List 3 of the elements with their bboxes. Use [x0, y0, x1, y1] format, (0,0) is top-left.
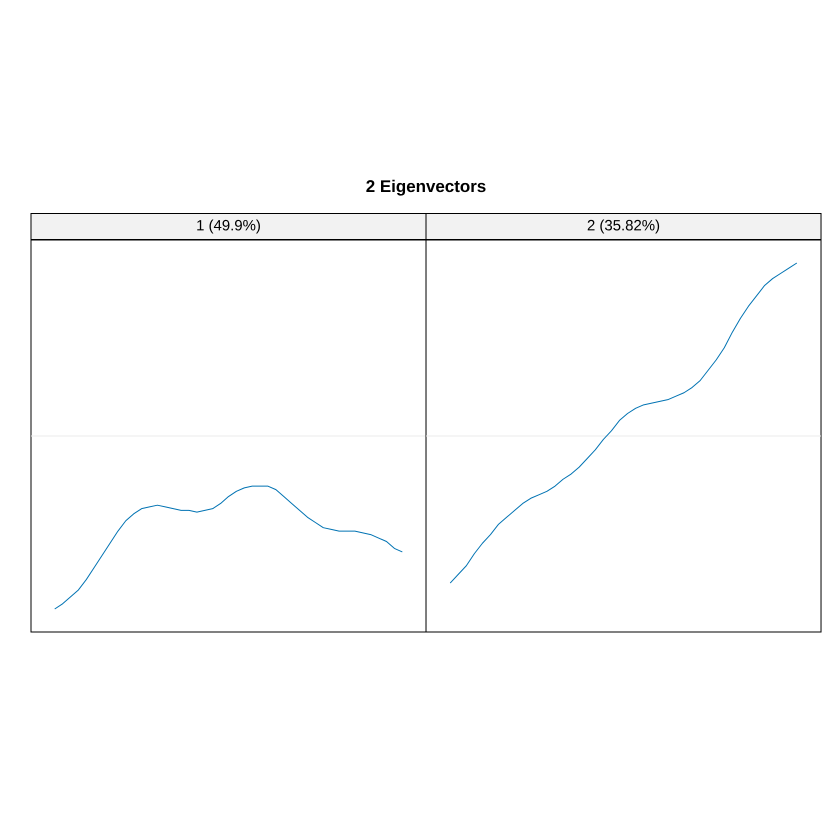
- chart-title: 2 (35.82%): [588, 220, 660, 234]
- chart-title: 1 (49.9%): [197, 220, 260, 234]
- text: 2 Eigenvectors: [366, 180, 486, 196]
